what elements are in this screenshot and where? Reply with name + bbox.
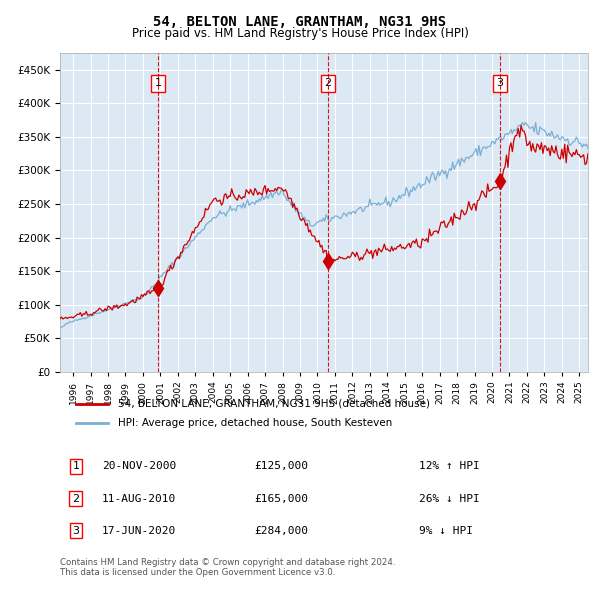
Text: 9% ↓ HPI: 9% ↓ HPI	[419, 526, 473, 536]
Text: 3: 3	[497, 78, 503, 88]
Text: HPI: Average price, detached house, South Kesteven: HPI: Average price, detached house, Sout…	[118, 418, 392, 428]
Text: 20-NOV-2000: 20-NOV-2000	[102, 461, 176, 471]
Text: 1: 1	[155, 78, 162, 88]
Text: £165,000: £165,000	[255, 494, 309, 503]
Text: £125,000: £125,000	[255, 461, 309, 471]
Text: £284,000: £284,000	[255, 526, 309, 536]
Text: 2: 2	[72, 494, 79, 503]
Text: 54, BELTON LANE, GRANTHAM, NG31 9HS: 54, BELTON LANE, GRANTHAM, NG31 9HS	[154, 15, 446, 29]
Text: 26% ↓ HPI: 26% ↓ HPI	[419, 494, 480, 503]
Text: 11-AUG-2010: 11-AUG-2010	[102, 494, 176, 503]
Text: 17-JUN-2020: 17-JUN-2020	[102, 526, 176, 536]
Text: 54, BELTON LANE, GRANTHAM, NG31 9HS (detached house): 54, BELTON LANE, GRANTHAM, NG31 9HS (det…	[118, 399, 430, 408]
Text: 3: 3	[73, 526, 79, 536]
Text: 2: 2	[325, 78, 332, 88]
Text: Price paid vs. HM Land Registry's House Price Index (HPI): Price paid vs. HM Land Registry's House …	[131, 27, 469, 40]
Text: 1: 1	[73, 461, 79, 471]
Text: Contains HM Land Registry data © Crown copyright and database right 2024.
This d: Contains HM Land Registry data © Crown c…	[60, 558, 395, 577]
Text: 12% ↑ HPI: 12% ↑ HPI	[419, 461, 480, 471]
